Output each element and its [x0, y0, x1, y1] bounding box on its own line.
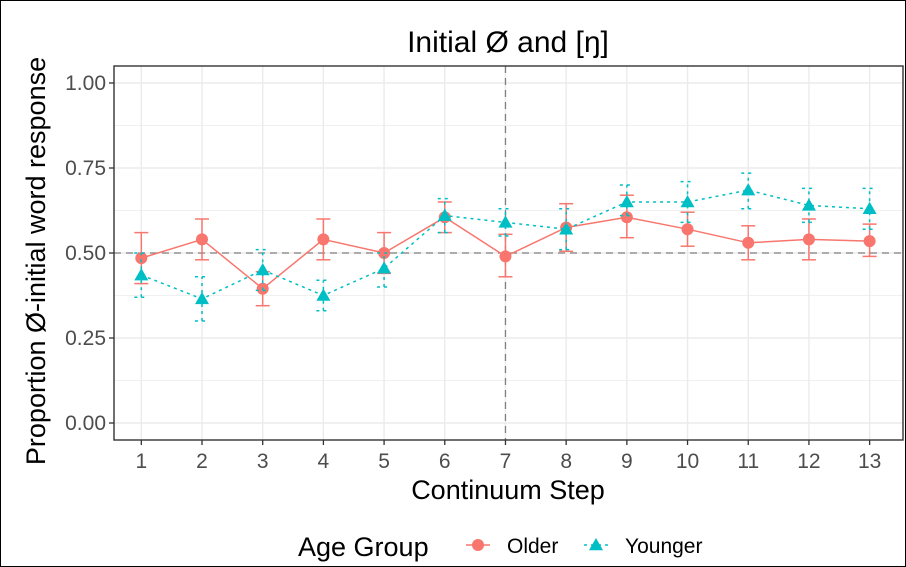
data-point-older	[620, 211, 633, 224]
data-point-younger	[255, 263, 270, 276]
legend-label-older: Older	[507, 535, 558, 558]
y-tick-label: 0.75	[65, 157, 106, 180]
y-tick-label: 1.00	[65, 72, 106, 95]
x-tick-label: 4	[318, 450, 330, 473]
data-point-older	[196, 233, 209, 246]
data-point-younger	[862, 201, 877, 215]
data-point-older	[681, 223, 694, 236]
x-tick-label: 2	[196, 450, 208, 473]
x-tick-label: 7	[500, 450, 512, 473]
data-point-younger	[195, 291, 210, 305]
data-point-older	[863, 235, 876, 248]
data-point-younger	[316, 288, 331, 301]
y-tick-label: 0.25	[65, 327, 106, 350]
y-axis-title: Proportion Ø-initial word response	[21, 57, 51, 465]
data-point-younger	[377, 261, 392, 274]
data-point-younger	[619, 195, 634, 208]
data-point-older	[317, 233, 330, 246]
data-point-younger	[437, 208, 452, 221]
data-point-older	[135, 252, 148, 265]
data-point-older	[742, 236, 755, 249]
x-tick-label: 11	[737, 450, 759, 473]
x-tick-label: 6	[439, 450, 451, 473]
x-axis-title: Continuum Step	[411, 475, 605, 505]
legend-label-younger: Younger	[625, 535, 702, 558]
x-tick-label: 5	[378, 450, 390, 473]
data-point-younger	[134, 268, 149, 281]
x-tick-label: 10	[676, 450, 699, 473]
x-tick-label: 8	[560, 450, 572, 473]
x-tick-label: 3	[257, 450, 269, 473]
data-point-older	[802, 233, 815, 246]
data-point-younger	[498, 215, 513, 228]
chart-title: Initial Ø and [ŋ]	[407, 26, 609, 59]
data-point-younger	[801, 198, 816, 211]
x-tick-label: 13	[858, 450, 881, 473]
legend-title: Age Group	[298, 532, 429, 562]
x-tick-label: 12	[797, 450, 820, 473]
legend-key-marker-older	[472, 539, 484, 551]
plot-area: 0.000.250.500.751.001 2 3 4 5 6 7 8 9 10 11 12 13	[65, 65, 904, 473]
x-tick-label: 9	[621, 450, 633, 473]
y-tick-label: 0.00	[65, 412, 106, 435]
data-point-younger	[680, 195, 695, 208]
x-tick-label: 1	[135, 450, 147, 473]
data-point-older	[499, 250, 512, 263]
legend-key-marker-younger	[589, 538, 603, 551]
data-point-younger	[741, 183, 756, 196]
legend: Age Group Older Younger	[298, 532, 702, 562]
data-point-younger	[559, 222, 574, 235]
y-tick-label: 0.50	[65, 242, 106, 265]
